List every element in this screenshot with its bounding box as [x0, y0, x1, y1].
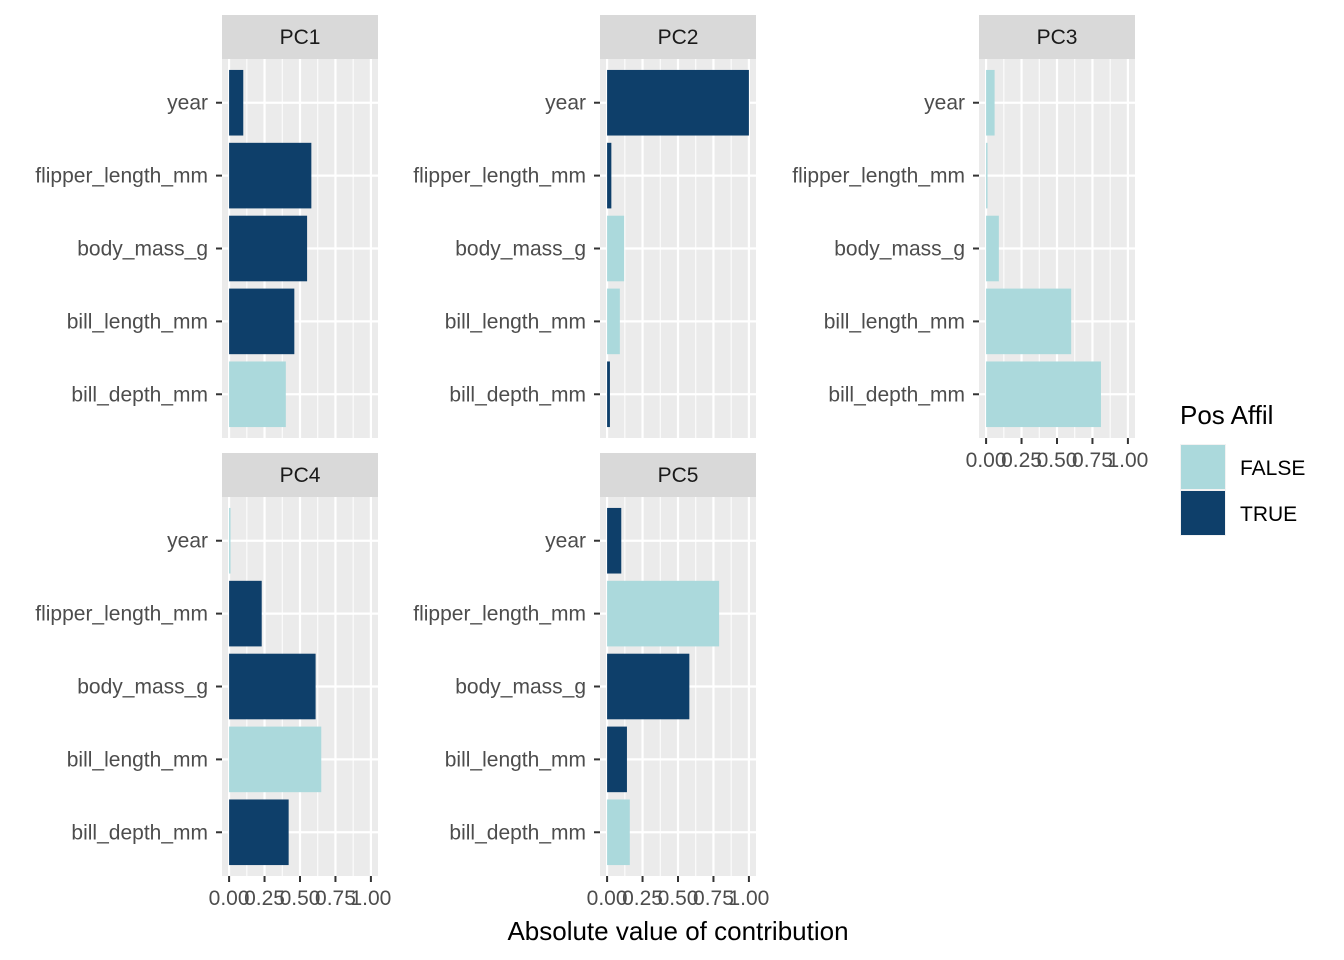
bar-pc1-bill-length-mm [229, 288, 295, 355]
bar-pc1-flipper-length-mm [229, 142, 312, 209]
y-tick-label: body_mass_g [834, 238, 965, 261]
bar-pc2-body-mass-g [607, 215, 625, 282]
legend-title: Pos Affil [1180, 400, 1273, 430]
panel-pc3: PC3 year flipper_length_mm body_mass_g bill_… [792, 15, 1148, 472]
panel-pc1: PC1 year flipper_length_mm body_mass_g bill_… [35, 15, 378, 438]
legend-item-true: TRUE [1180, 490, 1297, 536]
bar-pc3-body-mass-g [986, 215, 999, 282]
strip-background [222, 453, 378, 497]
strip-label-pc1: PC1 [280, 26, 321, 49]
y-tick-label: bill_depth_mm [71, 383, 208, 406]
panel-pc5: PC5 year flipper_length_mm body_mass_g bill_… [413, 453, 769, 910]
strip-label-pc3: PC3 [1037, 26, 1078, 49]
x-tick-label: 0.50 [280, 887, 321, 910]
y-tick-label: body_mass_g [77, 676, 208, 699]
x-tick-label: 0.50 [658, 887, 699, 910]
y-tick-label: flipper_length_mm [413, 603, 586, 626]
x-tick-label: 0.00 [209, 887, 250, 910]
x-tick-label: 1.00 [1107, 449, 1148, 472]
y-tick-label: bill_length_mm [824, 310, 965, 333]
x-tick-label: 0.75 [1072, 449, 1113, 472]
y-tick-label: bill_length_mm [445, 310, 586, 333]
y-tick-label: bill_length_mm [445, 748, 586, 771]
y-tick-label: body_mass_g [455, 676, 586, 699]
panel-pc2: PC2 year flipper_length_mm body_mass_g bill_… [413, 15, 756, 438]
y-tick-label: year [167, 92, 208, 115]
x-tick-label: 1.00 [728, 887, 769, 910]
strip-label-pc2: PC2 [658, 26, 699, 49]
strip-background [600, 15, 756, 59]
bar-pc4-bill-depth-mm [229, 799, 289, 866]
bar-pc5-year [607, 507, 622, 574]
bar-pc1-bill-depth-mm [229, 361, 286, 428]
y-tick-label: flipper_length_mm [792, 165, 965, 188]
legend-item-false: FALSE [1180, 444, 1305, 490]
y-tick-label: flipper_length_mm [413, 165, 586, 188]
bar-pc5-body-mass-g [607, 653, 690, 720]
legend-label: FALSE [1240, 457, 1305, 480]
bar-pc1-year [229, 69, 244, 136]
y-tick-label: body_mass_g [455, 238, 586, 261]
x-tick-label: 1.00 [350, 887, 391, 910]
y-tick-label: bill_depth_mm [449, 821, 586, 844]
bar-pc4-year [229, 507, 231, 574]
x-tick-label: 0.00 [587, 887, 628, 910]
panels: PC1 year flipper_length_mm body_mass_g bill_… [35, 15, 1148, 910]
strip-label-pc4: PC4 [280, 464, 321, 487]
x-tick-label: 0.25 [622, 887, 663, 910]
bar-pc2-flipper-length-mm [607, 142, 612, 209]
x-tick-label: 0.75 [315, 887, 356, 910]
panel-pc4: PC4 year flipper_length_mm body_mass_g bill_… [35, 453, 391, 910]
bar-pc5-flipper-length-mm [607, 580, 720, 647]
bar-pc3-bill-depth-mm [986, 361, 1101, 428]
y-tick-label: year [545, 530, 586, 553]
bar-pc4-bill-length-mm [229, 726, 322, 793]
bar-pc4-body-mass-g [229, 653, 316, 720]
bar-pc5-bill-depth-mm [607, 799, 630, 866]
x-axis-title: Absolute value of contribution [507, 916, 848, 946]
bar-pc2-bill-length-mm [607, 288, 620, 355]
y-tick-label: flipper_length_mm [35, 165, 208, 188]
y-tick-label: body_mass_g [77, 238, 208, 261]
strip-background [979, 15, 1135, 59]
strip-background [222, 15, 378, 59]
x-tick-label: 0.75 [693, 887, 734, 910]
x-tick-label: 0.00 [966, 449, 1007, 472]
y-tick-label: bill_length_mm [67, 748, 208, 771]
y-tick-label: bill_depth_mm [828, 383, 965, 406]
y-tick-label: bill_length_mm [67, 310, 208, 333]
bar-pc2-year [607, 69, 749, 136]
legend: Pos Affil FALSE TRUE [1180, 400, 1305, 536]
legend-swatch [1181, 445, 1225, 489]
bar-pc3-year [986, 69, 995, 136]
x-tick-label: 0.25 [1001, 449, 1042, 472]
strip-background [600, 453, 756, 497]
bar-pc2-bill-depth-mm [607, 361, 610, 428]
y-tick-label: year [545, 92, 586, 115]
bar-pc4-flipper-length-mm [229, 580, 262, 647]
x-tick-label: 0.50 [1037, 449, 1078, 472]
strip-label-pc5: PC5 [658, 464, 699, 487]
bar-pc3-flipper-length-mm [986, 142, 988, 209]
y-tick-label: flipper_length_mm [35, 603, 208, 626]
y-tick-label: bill_depth_mm [449, 383, 586, 406]
y-tick-label: bill_depth_mm [71, 821, 208, 844]
y-tick-label: year [167, 530, 208, 553]
bar-pc1-body-mass-g [229, 215, 308, 282]
x-tick-label: 0.25 [244, 887, 285, 910]
bar-pc3-bill-length-mm [986, 288, 1072, 355]
legend-swatch [1181, 491, 1225, 535]
y-tick-label: year [924, 92, 965, 115]
bar-pc5-bill-length-mm [607, 726, 627, 793]
legend-label: TRUE [1240, 503, 1297, 526]
